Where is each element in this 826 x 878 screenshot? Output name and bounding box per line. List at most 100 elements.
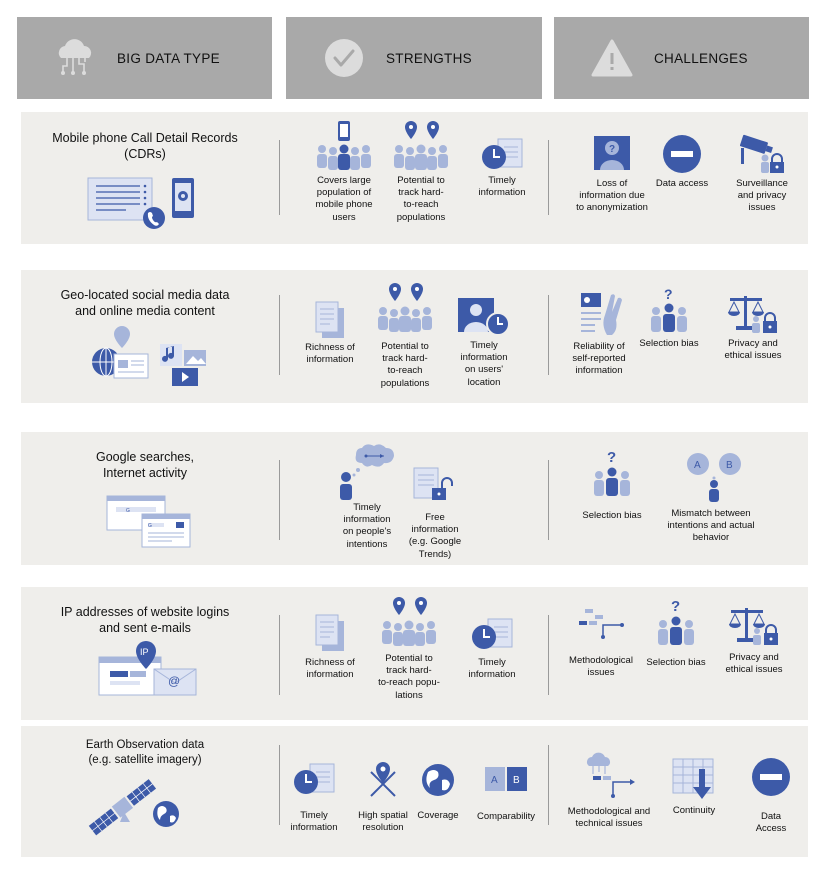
item-label: Continuity [672, 805, 716, 816]
crowd-pins-icon [382, 597, 436, 646]
strength-item: High spatial resolution [341, 760, 425, 834]
documents-icon [315, 614, 344, 651]
row-title: Mobile phone Call Detail Records (CDRs) [52, 131, 238, 161]
header-big-data-type: BIG DATA TYPE [17, 17, 272, 99]
item-label: Timely information [290, 810, 338, 834]
item-label: Methodological issues [569, 655, 633, 679]
crowd-phone-icon [317, 121, 371, 170]
group-question-icon: ? [594, 449, 630, 496]
item-label: Loss of information due to anonymization [576, 178, 648, 214]
svg-text:A: A [694, 460, 701, 471]
group-question-icon: ? [658, 598, 694, 645]
item-label: Selection bias [582, 510, 642, 521]
item-label: High spatial resolution [358, 810, 408, 834]
svg-text:?: ? [664, 286, 673, 302]
strength-item: Richness of information [288, 613, 372, 681]
scale-lock-icon [729, 608, 778, 645]
strength-item: Covers large population of mobile phone … [302, 121, 386, 224]
challenge-item: Data Access [729, 757, 813, 835]
challenge-item: ? Loss of information due to anonymizati… [570, 134, 654, 215]
challenge-item: Privacy and ethical issues [712, 604, 796, 676]
item-label: Timely information on people's intention… [342, 502, 392, 550]
flow-arrow-icon [579, 609, 624, 639]
challenge-item: Continuity [652, 757, 736, 817]
profile-clock-icon [458, 298, 510, 336]
documents-icon [315, 301, 344, 338]
divider [548, 745, 549, 825]
strength-item: Potential to track hard- to-reach popu- … [367, 597, 451, 702]
clock-document-icon [482, 138, 523, 169]
ab-boxes-icon: A B [485, 767, 527, 791]
item-label: Coverage [417, 810, 459, 821]
row-title: Geo-located social media data and online… [60, 288, 230, 318]
challenge-item: A B Mismatch between intentions and actu… [663, 452, 759, 545]
crowd-pins-icon [378, 283, 432, 332]
item-label: Richness of information [305, 342, 355, 366]
item-label: Mismatch between intentions and actual b… [667, 508, 755, 544]
item-label: Timely information [478, 175, 526, 199]
satellite-earth-illustration [84, 772, 184, 843]
strength-item: Timely information [460, 137, 544, 199]
group-question-icon: ? [651, 286, 687, 332]
item-label: Comparability [476, 811, 536, 822]
challenge-item: Methodological issues [559, 605, 643, 679]
browser-search-illustration: G G [106, 495, 192, 554]
challenge-item: ? Selection bias [627, 286, 711, 350]
no-entry-icon [663, 135, 701, 173]
cloud-circuit-icon [53, 36, 97, 80]
strength-item: Potential to track hard- to-reach popula… [363, 283, 447, 390]
row-title: IP addresses of website logins and sent … [60, 605, 230, 635]
svg-text:G: G [126, 508, 130, 514]
item-label: Reliability of self-reported information [572, 341, 626, 377]
svg-text:B: B [726, 460, 733, 471]
phone-records-illustration [86, 176, 200, 235]
challenge-item: Privacy and ethical issues [711, 292, 795, 362]
item-label: Timely information on users' location [460, 340, 508, 388]
strength-item: Timely information on people's intention… [325, 444, 409, 551]
row-title: Google searches, Internet activity [96, 450, 194, 480]
crowd-pins-icon [394, 121, 448, 170]
ip-email-illustration: IP @ [98, 641, 198, 702]
item-label: Timely information [468, 657, 516, 681]
item-label: Methodological and technical issues [567, 806, 651, 830]
item-label: Richness of information [305, 657, 355, 681]
svg-text:G: G [148, 523, 152, 529]
clock-document-icon [472, 618, 513, 649]
item-label: Selection bias [646, 657, 706, 668]
divider [548, 460, 549, 540]
item-label: Data Access [755, 811, 787, 835]
ab-choice-icon: A B [687, 453, 741, 502]
globe-icon [422, 764, 454, 796]
header-strengths-label: STRENGTHS [386, 50, 472, 66]
strength-item: Potential to track hard- to-reach popula… [379, 121, 463, 224]
header-strengths: STRENGTHS [286, 17, 542, 99]
svg-text:A: A [491, 775, 498, 786]
divider [279, 295, 280, 375]
document-unlock-icon [413, 467, 453, 500]
strength-item: Timely information [450, 617, 534, 681]
svg-text:@: @ [168, 674, 180, 688]
table-arrow-icon [672, 758, 714, 799]
divider [279, 460, 280, 540]
item-label: Data access [655, 178, 709, 189]
pin-crosshair-icon [370, 762, 396, 797]
item-label: Potential to track hard- to-reach popu- … [378, 653, 440, 701]
checkmark-icon [322, 36, 366, 80]
clock-document-icon [294, 763, 335, 794]
divider [548, 615, 549, 695]
strength-item: Timely information on users' location [442, 296, 526, 389]
divider [279, 140, 280, 215]
camera-lock-icon [739, 134, 784, 173]
header-type-label: BIG DATA TYPE [117, 50, 220, 66]
svg-text:?: ? [607, 449, 616, 466]
strength-item: Richness of information [288, 300, 372, 366]
warning-icon [590, 36, 634, 80]
item-label: Free information (e.g. Google Trends) [408, 512, 462, 560]
item-label: Selection bias [639, 338, 699, 349]
strength-item: A B Comparability [464, 765, 548, 823]
divider [548, 295, 549, 375]
header-challenges-label: CHALLENGES [654, 50, 748, 66]
challenge-item: Surveillance and privacy issues [720, 134, 804, 215]
challenge-item: Data access [640, 134, 724, 190]
svg-text:?: ? [671, 598, 680, 615]
